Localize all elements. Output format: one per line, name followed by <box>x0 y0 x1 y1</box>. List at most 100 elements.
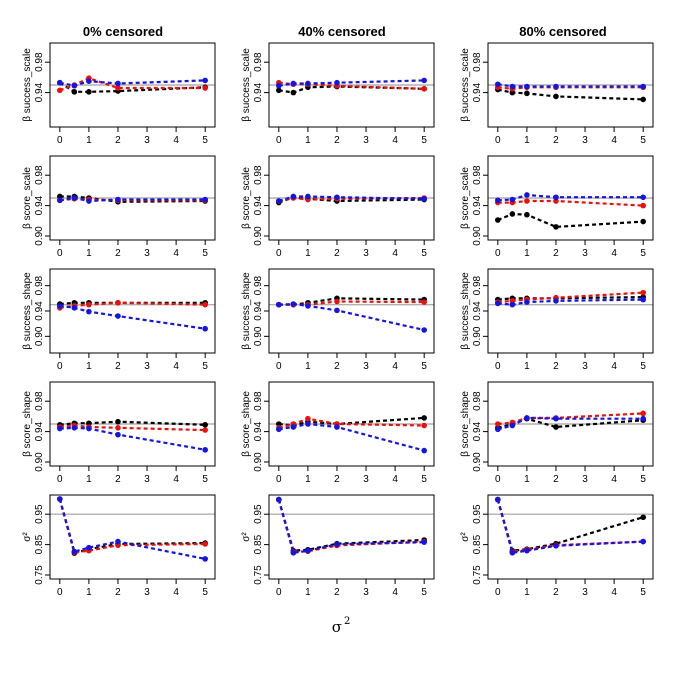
x-tick-label: 0 <box>57 135 63 146</box>
x-tick-label: 0 <box>495 135 501 146</box>
y-tick-label: 0.95 <box>472 504 483 524</box>
point-blue-3 <box>334 541 340 548</box>
x-tick-label: 2 <box>334 587 340 598</box>
point-blue-0 <box>57 496 63 502</box>
panel-score-shape-40pct: 0 1 2 3 4 5 0.90 0.94 0.98β score_shape <box>241 381 435 485</box>
point-blue-2 <box>305 421 311 427</box>
x-tick-label: 0 <box>57 361 63 372</box>
point-blue-1 <box>290 424 297 430</box>
y-tick-label: 0.98 <box>472 275 483 295</box>
point-blue-2 <box>305 547 311 554</box>
point-blue-3 <box>553 543 559 549</box>
y-tick-label: 0.98 <box>34 165 45 185</box>
y-tick-label: 0.98 <box>253 165 264 185</box>
point-blue-0 <box>276 82 282 89</box>
x-tick-label: 0 <box>276 135 282 146</box>
point-black-2 <box>524 90 530 97</box>
y-axis-label: β success_shape <box>241 272 252 350</box>
y-tick-label: 0.94 <box>34 195 45 215</box>
panel-success-shape-80pct: 0 1 2 3 4 5 0.90 0.94 0.98β success_shape <box>460 268 654 372</box>
y-tick-label: 0.98 <box>472 165 483 185</box>
y-tick-label: 0.75 <box>472 565 483 585</box>
y-tick-label: 0.75 <box>34 565 45 585</box>
y-tick-label: 0.98 <box>472 391 483 411</box>
point-black-4 <box>202 421 208 428</box>
x-tick-label: 1 <box>86 248 92 259</box>
panel-frame <box>49 42 216 128</box>
point-blue-1 <box>509 196 516 203</box>
point-red-4 <box>202 541 208 547</box>
panel-frame <box>268 42 435 128</box>
x-tick-label: 0 <box>495 587 501 598</box>
x-tick-label: 4 <box>173 135 179 146</box>
point-blue-4 <box>421 195 427 202</box>
y-tick-label: 0.94 <box>253 301 264 321</box>
point-blue-1 <box>509 83 516 90</box>
point-black-3 <box>553 224 559 230</box>
point-blue-2 <box>305 193 311 200</box>
x-tick-label: 2 <box>115 361 121 372</box>
y-tick-label: 0.90 <box>253 326 264 346</box>
series-line-blue <box>278 422 425 452</box>
x-tick-label: 5 <box>202 587 208 598</box>
y-tick-label: 0.98 <box>34 391 45 411</box>
y-axis-label: β score_scale <box>460 167 471 229</box>
point-blue-4 <box>202 196 208 203</box>
x-tick-label: 2 <box>553 248 559 259</box>
y-tick-label: 0.94 <box>472 421 483 441</box>
x-tick-label: 1 <box>86 135 92 146</box>
point-blue-2 <box>524 299 530 305</box>
point-blue-1 <box>71 548 78 555</box>
x-tick-label: 1 <box>86 474 92 485</box>
x-tick-label: 4 <box>611 587 617 598</box>
panel-success-shape-0pct: 0 1 2 3 4 5 0.90 0.94 0.98β success_shape <box>22 268 216 372</box>
x-tick-label: 0 <box>495 474 501 485</box>
column-title-80pct: 80% censored <box>519 24 606 39</box>
x-tick-label: 5 <box>640 135 646 146</box>
x-tick-label: 4 <box>173 587 179 598</box>
panel-frame <box>49 155 216 241</box>
point-black-4 <box>640 218 646 225</box>
column-title-0pct: 0% censored <box>83 24 163 39</box>
y-tick-label: 0.94 <box>34 421 45 441</box>
point-black-1 <box>290 89 297 96</box>
x-tick-label: 5 <box>421 587 427 598</box>
point-blue-4 <box>640 83 646 90</box>
x-tick-label: 3 <box>582 135 588 146</box>
y-tick-label: 0.90 <box>253 452 264 472</box>
x-tick-label: 4 <box>611 361 617 372</box>
point-black-0 <box>495 217 501 223</box>
x-tick-label: 4 <box>611 135 617 146</box>
x-tick-label: 5 <box>421 474 427 485</box>
y-tick-label: 0.95 <box>253 504 264 524</box>
y-tick-label: 0.94 <box>472 82 483 102</box>
panel-success-scale-0pct: 0 1 2 3 4 5 0.94 0.98β success_scale <box>22 42 216 146</box>
point-blue-2 <box>305 303 311 309</box>
point-blue-1 <box>290 550 297 556</box>
point-black-1 <box>509 211 516 217</box>
series-line-black <box>497 88 644 101</box>
point-blue-0 <box>495 81 501 88</box>
series-line-blue <box>58 498 206 560</box>
y-tick-label: 0.98 <box>253 391 264 411</box>
panel-frame <box>49 268 216 354</box>
x-tick-label: 4 <box>173 474 179 485</box>
y-tick-label: 0.90 <box>253 226 264 246</box>
point-blue-3 <box>553 415 559 422</box>
y-axis-label: σ² <box>241 532 252 542</box>
y-tick-label: 0.75 <box>253 565 264 585</box>
y-tick-label: 0.85 <box>34 534 45 554</box>
point-blue-0 <box>495 426 501 433</box>
point-blue-3 <box>115 313 121 319</box>
panel-frame <box>487 268 654 354</box>
point-blue-4 <box>202 556 208 562</box>
point-red-3 <box>115 299 121 306</box>
point-blue-4 <box>421 77 427 84</box>
x-tick-label: 4 <box>392 248 398 259</box>
x-tick-label: 3 <box>363 361 369 372</box>
point-blue-0 <box>495 197 501 204</box>
y-axis-label: β success_shape <box>22 272 33 350</box>
y-tick-label: 0.94 <box>253 195 264 215</box>
